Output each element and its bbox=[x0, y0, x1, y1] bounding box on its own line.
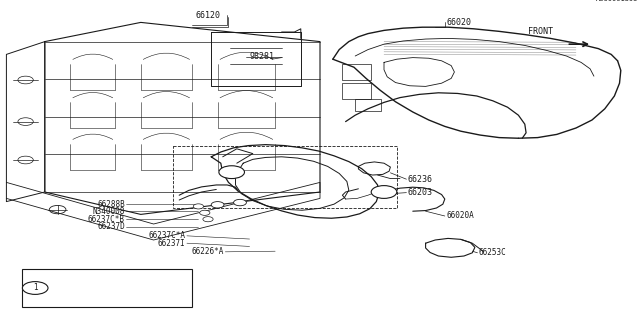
Text: 66236: 66236 bbox=[408, 175, 433, 184]
Text: 66020: 66020 bbox=[447, 18, 472, 27]
Text: N340008: N340008 bbox=[92, 207, 125, 216]
Text: 66020A: 66020A bbox=[447, 212, 474, 220]
Text: 66237I: 66237I bbox=[158, 239, 186, 248]
Text: 98281: 98281 bbox=[250, 52, 275, 61]
Circle shape bbox=[234, 199, 246, 206]
Text: 66288B: 66288B bbox=[97, 200, 125, 209]
Text: 0500025: 0500025 bbox=[54, 276, 85, 281]
Text: ('08MY0802-): ('08MY0802-) bbox=[99, 294, 151, 301]
Text: 66253C: 66253C bbox=[479, 248, 506, 257]
Circle shape bbox=[211, 202, 224, 208]
Circle shape bbox=[193, 204, 204, 209]
Text: 0500013: 0500013 bbox=[54, 295, 85, 300]
Circle shape bbox=[22, 282, 48, 294]
Text: 1: 1 bbox=[382, 189, 386, 195]
Text: 66120: 66120 bbox=[195, 11, 220, 20]
Circle shape bbox=[219, 166, 244, 179]
Text: < -'08MY0801): < -'08MY0801) bbox=[99, 275, 156, 282]
Text: 66226*A: 66226*A bbox=[191, 247, 224, 256]
Text: 1: 1 bbox=[33, 284, 38, 292]
Circle shape bbox=[225, 170, 238, 176]
Circle shape bbox=[200, 210, 210, 215]
Circle shape bbox=[371, 186, 397, 198]
Text: 66237D: 66237D bbox=[97, 222, 125, 231]
Text: 66203: 66203 bbox=[408, 188, 433, 197]
Text: 1: 1 bbox=[230, 169, 234, 175]
Text: FRONT: FRONT bbox=[528, 28, 553, 36]
Text: A660001395: A660001395 bbox=[596, 0, 639, 2]
Text: 66237C*B: 66237C*B bbox=[88, 215, 125, 224]
Circle shape bbox=[203, 217, 213, 222]
Text: 66237C*A: 66237C*A bbox=[148, 231, 186, 240]
FancyBboxPatch shape bbox=[22, 269, 192, 307]
Circle shape bbox=[379, 188, 392, 195]
